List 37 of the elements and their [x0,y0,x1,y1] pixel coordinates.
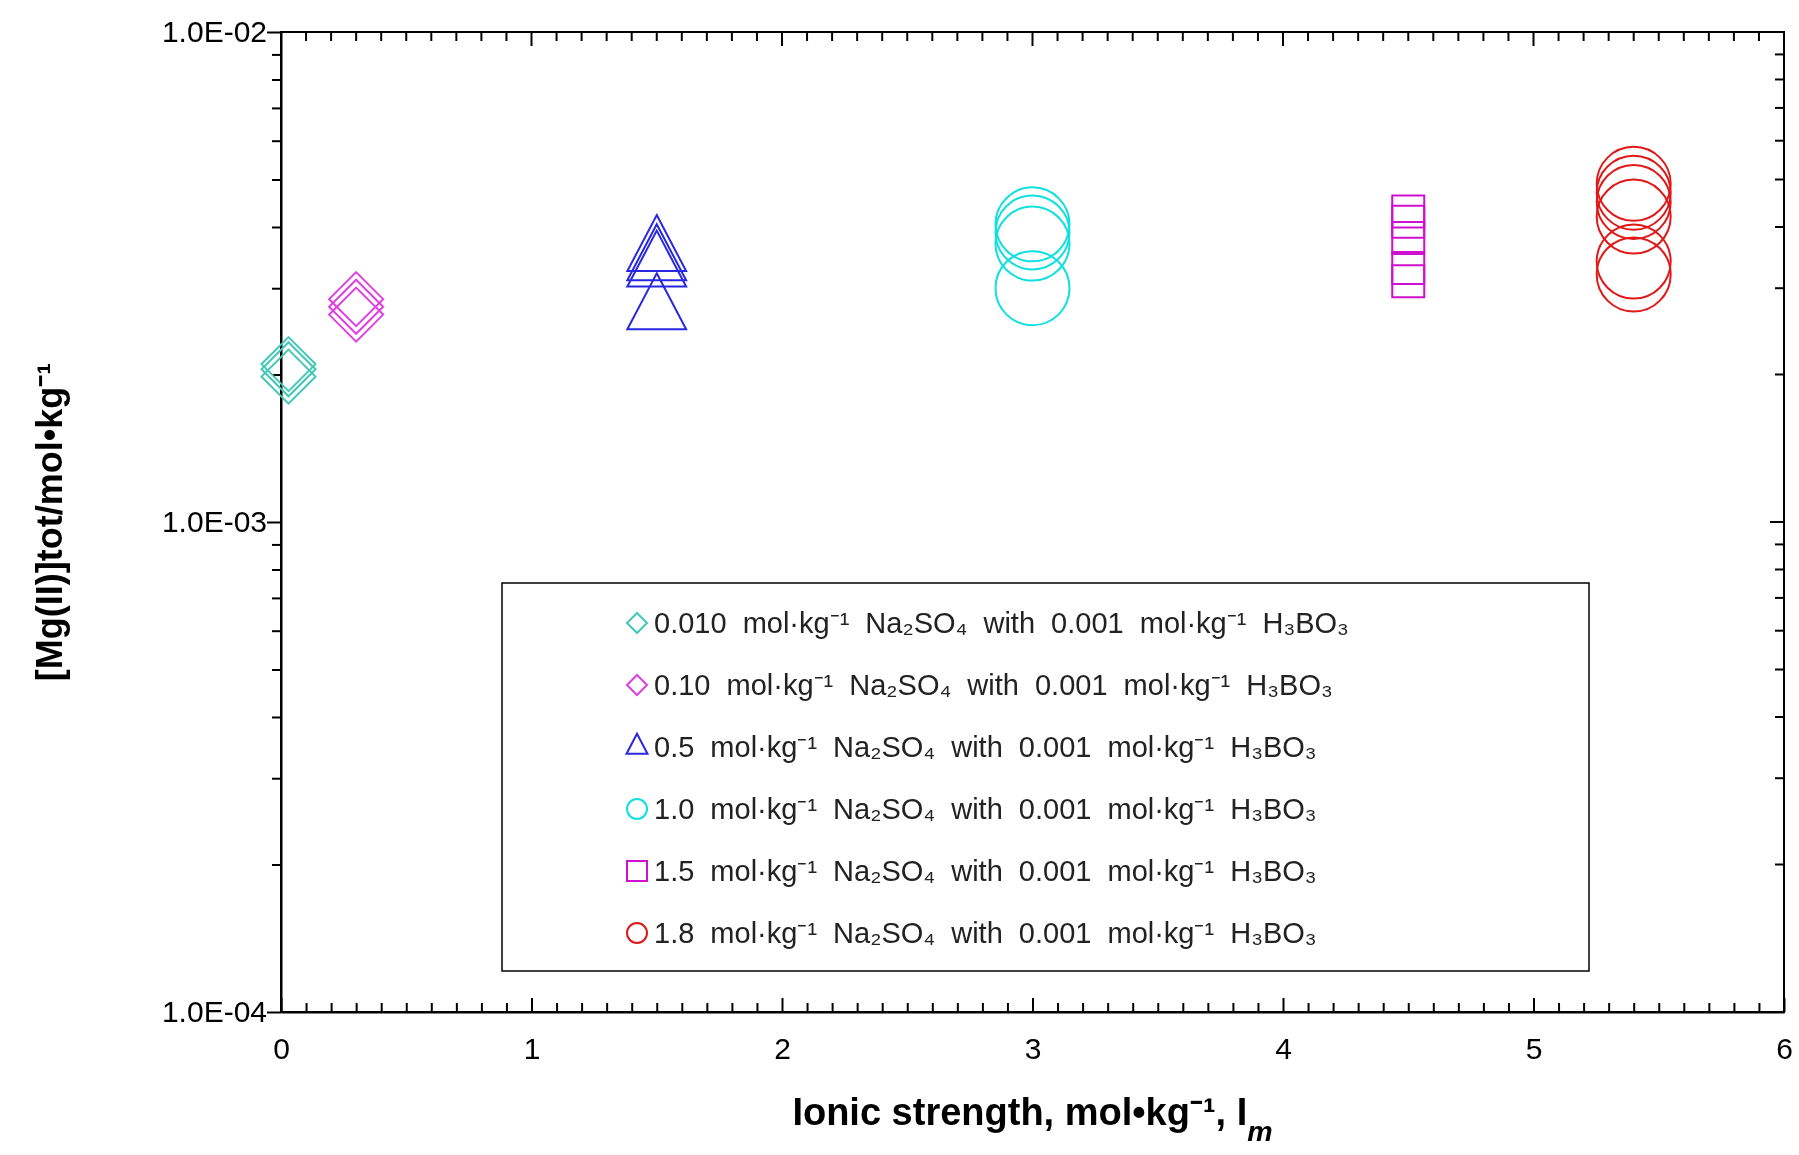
point [1595,223,1672,300]
point [328,278,385,335]
x-tick-label: 2 [774,1032,791,1066]
x-axis-title: Ionic strength, mol•kg⁻¹, I$_{m}$ [792,1091,1273,1147]
x-tick-label: 5 [1525,1032,1543,1066]
x-tick-label: 6 [1776,1032,1793,1066]
x-tick-label: 3 [1024,1032,1042,1066]
y-tick-label: 1.0E-04 [161,995,267,1029]
point [1595,145,1672,222]
point [994,205,1071,282]
point [1391,264,1426,299]
y-tick-label: 1.0E-03 [161,505,267,539]
point [1595,236,1672,313]
legend-label: 1.8 mol·kg⁻¹ Na₂SO₄ with 0.001 mol·kg⁻¹ H₃BO₃ [654,917,1317,949]
point [994,186,1071,263]
y-axis-title: [Mg(II)]tot/mol•kg⁻¹ [29,362,70,682]
point [1595,178,1672,255]
legend-label: 0.010 mol·kg⁻¹ Na₂SO₄ with 0.001 mol·kg⁻¹ H₃BO₃ [654,607,1349,639]
point [328,271,385,328]
legend-label: 0.10 mol·kg⁻¹ Na₂SO₄ with 0.001 mol·kg⁻¹ H₃BO₃ [654,669,1333,701]
point [328,286,385,343]
point [1391,194,1426,229]
point [1391,220,1426,255]
point [260,348,317,405]
x-tick-label: 0 [273,1032,290,1066]
point [1595,154,1672,231]
legend-label: 1.0 mol·kg⁻¹ Na₂SO₄ with 0.001 mol·kg⁻¹ H₃BO₃ [654,793,1317,825]
point [1595,163,1672,240]
x-tick-label: 4 [1275,1032,1292,1066]
legend-label: 1.5 mol·kg⁻¹ Na₂SO₄ with 0.001 mol·kg⁻¹ H₃BO₃ [654,855,1317,887]
point [994,250,1071,327]
point [1391,250,1426,285]
y-tick-label: 1.0E-02 [161,15,267,49]
legend-label: 0.5 mol·kg⁻¹ Na₂SO₄ with 0.001 mol·kg⁻¹ H₃BO₃ [654,731,1317,763]
point [994,194,1071,271]
point [1391,204,1426,239]
x-tick-label: 1 [523,1032,541,1066]
